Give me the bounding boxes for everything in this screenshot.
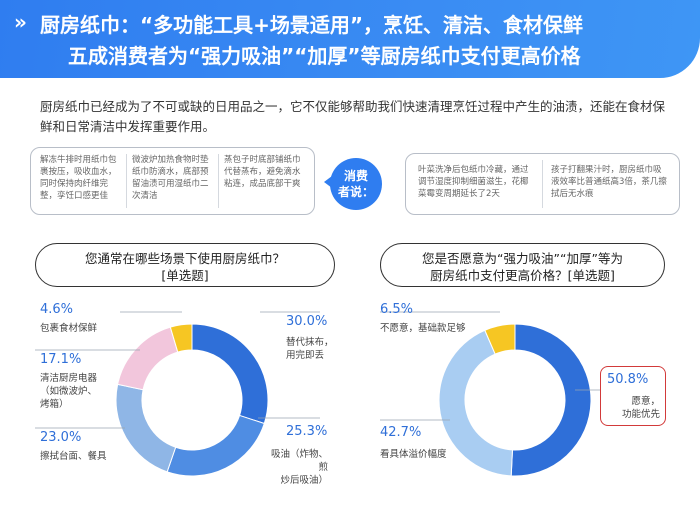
label-depends: 看具体溢价幅度 — [380, 449, 447, 460]
quote-microwave: 微波炉加热食物时垫纸巾防滴水，底部预留油渍可用湿纸巾二次清洁 — [127, 154, 219, 208]
intro-paragraph: 厨房纸巾已经成为了不可或缺的日用品之一，它不仅能够帮助我们快速清理烹饪过程中产生… — [40, 99, 666, 134]
label-absorb-oil-line-1: 吸油（炸物、煎 — [270, 449, 328, 473]
question-2-title: 您是否愿意为“强力吸油”“加厚”等为 厨房纸巾支付更高价格？[单选题] — [380, 243, 665, 287]
label-unwilling: 不愿意，基础款足够 — [380, 323, 466, 334]
question-1-line-2: [单选题] — [161, 268, 209, 283]
label-appliance-line-1: 清洁厨房电器 — [40, 373, 98, 384]
label-absorb-oil: 吸油（炸物、煎 炒后吸油） — [262, 448, 328, 487]
header-banner: » 厨房纸巾：“多功能工具+场景适用”，烹饪、清洁、食材保鲜 五成消费者为“强力… — [0, 0, 700, 78]
label-pct-food-wrap: 4.6% — [40, 302, 74, 317]
title-line-1: 厨房纸巾：“多功能工具+场景适用”，烹饪、清洁、食材保鲜 — [40, 13, 584, 37]
quote-steamed-bun: 蒸包子时底部铺纸巾代替蒸布，避免滴水粘连，成品底部干爽 — [224, 155, 301, 189]
label-food-wrap: 包裹食材保鲜 — [40, 323, 98, 334]
willingness-slice-1 — [438, 329, 514, 477]
label-absorb-oil-line-2: 炒后吸油） — [280, 475, 328, 486]
usage-slice-1 — [166, 414, 265, 477]
label-pct-wipe: 23.0% — [40, 430, 82, 445]
title-line-2: 五成消费者为“强力吸油”“加厚”等厨房纸巾支付更高价格 — [68, 44, 581, 68]
willingness-slice-0 — [510, 323, 592, 477]
consumer-quotes-left: 解冻牛排时用纸巾包裹按压，吸收血水，同时保持肉纤维完整，孪饪口感更佳 微波炉加热… — [30, 147, 315, 215]
label-replace-cloth-line-2: 用完即丢 — [286, 350, 325, 361]
bubble-line-2: 者说： — [337, 185, 374, 199]
quote-juice: 孩子打翻果汁时，厨房纸巾吸液效率比普通纸高3倍，茶几擦拭后无水痕 — [551, 165, 667, 199]
label-pct-replace-cloth: 30.0% — [286, 314, 328, 329]
label-wipe: 擦拭台面、餐具 — [40, 451, 107, 462]
consumer-says-bubble: 消费 者说： — [324, 158, 382, 210]
label-replace-cloth-line-1: 替代抹布， — [286, 337, 334, 348]
usage-slice-0 — [191, 323, 269, 425]
label-replace-cloth: 替代抹布， 用完即丢 — [286, 336, 334, 362]
question-2-line-2: 厨房纸巾支付更高价格？[单选题] — [430, 268, 615, 283]
donut-chart-willingness-to-pay — [438, 323, 592, 477]
consumer-quotes-right: 叶菜洗净后包纸巾冷藏，通过调节湿度抑制细菌滋生，花椰菜霉变周期延长了2天 孩子打… — [405, 153, 680, 215]
question-1-title: 您通常在哪些场景下使用厨房纸巾？ [单选题] — [35, 243, 335, 287]
quote-vegetables: 叶菜洗净后包纸巾冷藏，通过调节湿度抑制细菌滋生，花椰菜霉变周期延长了2天 — [410, 160, 543, 208]
label-appliance: 清洁厨房电器 （如微波炉、 烤箱） — [40, 372, 97, 411]
question-2-line-1: 您是否愿意为“强力吸油”“加厚”等为 — [422, 251, 623, 266]
label-pct-unwilling: 6.5% — [380, 302, 414, 317]
label-willing-line-1: 愿意， — [631, 396, 660, 407]
label-pct-appliance: 17.1% — [40, 352, 82, 367]
leader-lines — [35, 311, 600, 429]
label-willing: 愿意， 功能优先 — [610, 395, 660, 421]
usage-slice-4 — [169, 323, 193, 353]
highlight-box — [600, 366, 666, 426]
usage-slice-3 — [117, 326, 179, 391]
question-1-line-1: 您通常在哪些场景下使用厨房纸巾？ — [84, 251, 285, 266]
label-appliance-line-3: 烤箱） — [40, 399, 69, 410]
donut-chart-usage-scenarios — [115, 323, 269, 477]
label-pct-willing: 50.8% — [607, 372, 649, 387]
label-willing-line-2: 功能优先 — [621, 409, 660, 420]
label-appliance-line-2: （如微波炉、 — [40, 386, 98, 397]
bubble-line-1: 消费 — [343, 169, 368, 183]
willingness-slice-2 — [484, 323, 516, 355]
label-pct-depends: 42.7% — [380, 425, 422, 440]
quote-steak: 解冻牛排时用纸巾包裹按压，吸收血水，同时保持肉纤维完整，孪饪口感更佳 — [35, 154, 127, 208]
label-pct-absorb-oil: 25.3% — [286, 424, 328, 439]
